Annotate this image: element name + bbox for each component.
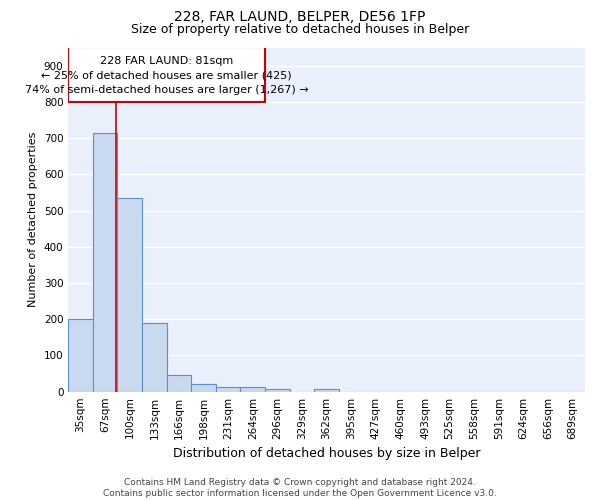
- Bar: [265, 389, 290, 392]
- Bar: [68, 48, 265, 102]
- Bar: [191, 384, 216, 392]
- Text: Contains HM Land Registry data © Crown copyright and database right 2024.
Contai: Contains HM Land Registry data © Crown c…: [103, 478, 497, 498]
- Bar: [314, 389, 339, 392]
- Bar: [241, 388, 265, 392]
- Text: 228 FAR LAUND: 81sqm: 228 FAR LAUND: 81sqm: [100, 56, 233, 66]
- X-axis label: Distribution of detached houses by size in Belper: Distribution of detached houses by size …: [173, 447, 481, 460]
- Text: 228, FAR LAUND, BELPER, DE56 1FP: 228, FAR LAUND, BELPER, DE56 1FP: [175, 10, 425, 24]
- Text: ← 25% of detached houses are smaller (425): ← 25% of detached houses are smaller (42…: [41, 71, 292, 81]
- Bar: [68, 319, 93, 392]
- Bar: [118, 198, 142, 392]
- Y-axis label: Number of detached properties: Number of detached properties: [28, 132, 38, 308]
- Text: 74% of semi-detached houses are larger (1,267) →: 74% of semi-detached houses are larger (…: [25, 85, 308, 95]
- Bar: [167, 376, 191, 392]
- Bar: [216, 387, 241, 392]
- Bar: [142, 323, 167, 392]
- Bar: [93, 132, 118, 392]
- Text: Size of property relative to detached houses in Belper: Size of property relative to detached ho…: [131, 22, 469, 36]
